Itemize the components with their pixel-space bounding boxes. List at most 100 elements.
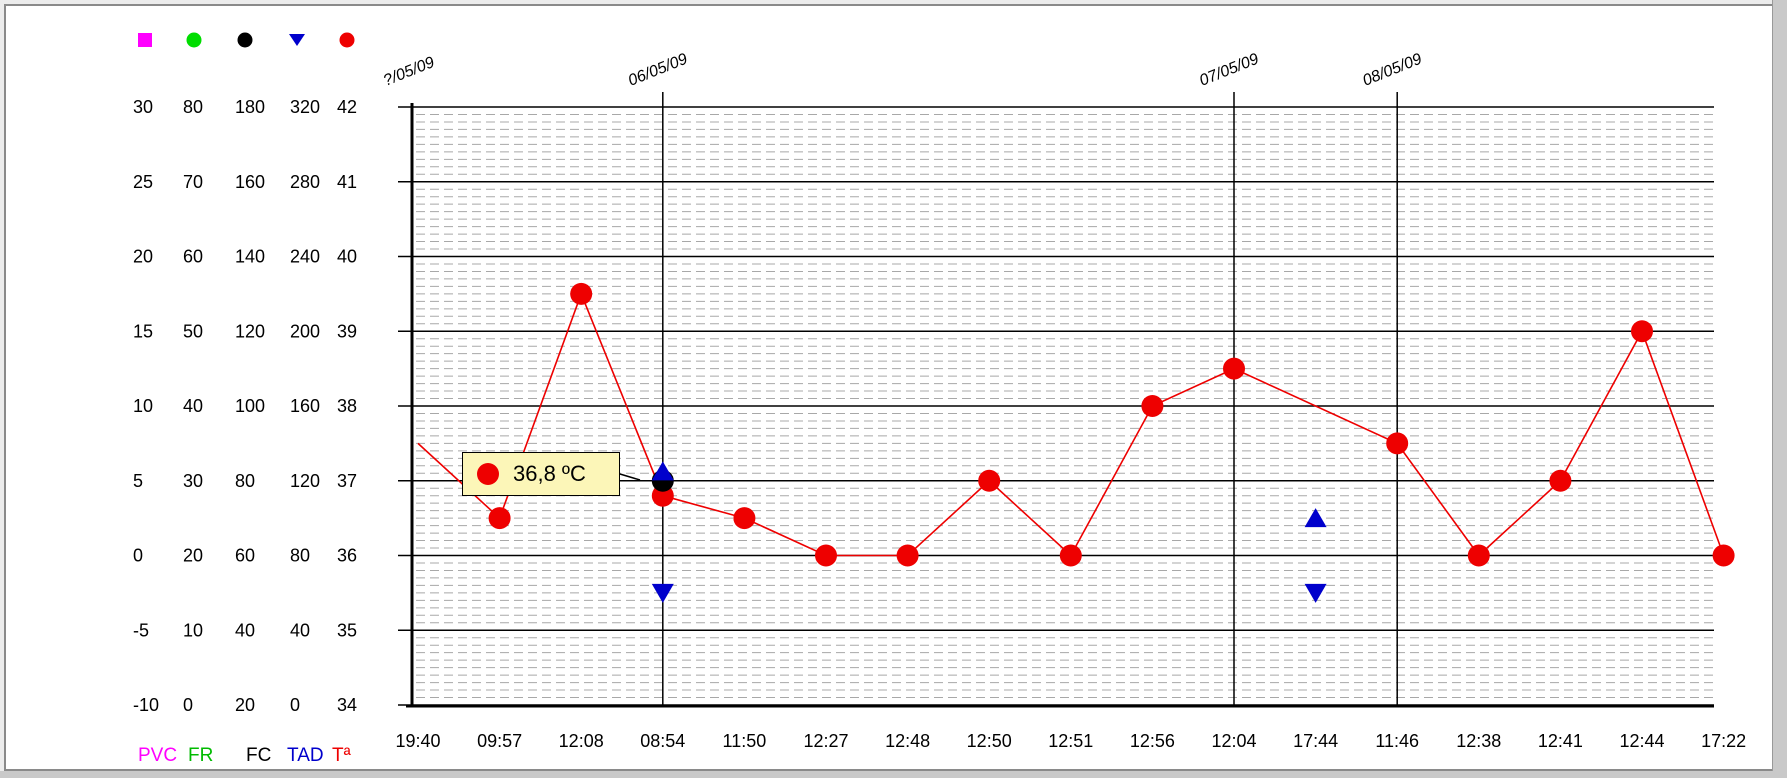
temperature-point	[1059, 544, 1082, 567]
temperature-point	[1386, 432, 1409, 455]
y-tick-label-tad: 0	[290, 695, 300, 715]
y-tick-label-fc: 40	[235, 620, 255, 640]
temperature-point	[733, 507, 756, 530]
temperature-point	[978, 469, 1001, 492]
y-tick-label-fr: 60	[183, 247, 203, 267]
y-tick-label-fr: 20	[183, 546, 203, 566]
y-tick-label-fc: 160	[235, 172, 265, 192]
temperature-point	[570, 282, 593, 305]
y-tick-label-tad: 240	[290, 247, 320, 267]
y-tick-label-ta: 39	[337, 321, 357, 341]
y-tick-label-ta: 38	[337, 396, 357, 416]
y-tick-label-pvc: 20	[133, 247, 153, 267]
y-tick-label-tad: 200	[290, 321, 320, 341]
legend-circle-icon	[237, 32, 253, 48]
y-tick-label-tad: 320	[290, 97, 320, 117]
y-tick-label-fc: 80	[235, 471, 255, 491]
legend-circle-icon	[339, 32, 355, 48]
y-tick-label-tad: 120	[290, 471, 320, 491]
x-tick-label: 11:46	[1375, 731, 1419, 751]
y-tick-label-pvc: -10	[133, 695, 159, 715]
legend-name-fr: FR	[188, 745, 213, 766]
y-tick-label-tad: 280	[290, 172, 320, 192]
x-tick-label: 12:38	[1456, 731, 1501, 751]
legend-name-tad: TAD	[287, 745, 324, 766]
x-tick-label: 12:48	[885, 731, 930, 751]
y-tick-label-pvc: 5	[133, 471, 143, 491]
x-tick-label: 12:56	[1130, 731, 1175, 751]
y-tick-label-tad: 40	[290, 620, 310, 640]
date-marker-label: 06/05/09	[626, 51, 690, 90]
x-tick-label: 11:50	[723, 731, 767, 751]
date-marker-label: ?/05/09	[381, 54, 437, 90]
y-tick-label-pvc: 30	[133, 97, 153, 117]
legend-name-pvc: PVC	[138, 745, 177, 766]
y-tick-label-pvc: 25	[133, 172, 153, 192]
temperature-point	[1467, 544, 1490, 567]
temperature-point	[896, 544, 919, 567]
temperature-point	[488, 507, 511, 530]
y-tick-label-fr: 40	[183, 396, 203, 416]
window-frame-bottom	[0, 771, 1787, 778]
x-tick-label: 17:44	[1293, 731, 1338, 751]
systolic-marker	[651, 461, 674, 481]
y-tick-label-ta: 41	[337, 172, 357, 192]
y-tick-label-fc: 100	[235, 396, 265, 416]
y-tick-label-ta: 40	[337, 247, 357, 267]
value-tooltip: 36,8 ºC	[462, 452, 620, 496]
y-tick-label-tad: 80	[290, 546, 310, 566]
y-tick-label-fr: 50	[183, 321, 203, 341]
temperature-point	[1712, 544, 1735, 567]
temperature-point	[1631, 320, 1653, 343]
y-tick-label-ta: 35	[337, 620, 357, 640]
y-tick-label-fc: 20	[235, 695, 255, 715]
y-tick-label-pvc: -5	[133, 620, 149, 640]
temperature-point	[1549, 469, 1572, 492]
x-tick-label: 08:54	[640, 731, 685, 751]
x-tick-label: 12:51	[1048, 731, 1093, 751]
legend-circle-icon	[186, 32, 202, 48]
x-tick-label: 12:50	[967, 731, 1012, 751]
y-tick-label-fc: 140	[235, 247, 265, 267]
x-tick-label: 17:22	[1701, 731, 1746, 751]
y-tick-label-fc: 180	[235, 97, 265, 117]
x-tick-label: 12:41	[1538, 731, 1583, 751]
x-tick-label: 12:44	[1619, 731, 1664, 751]
systolic-marker	[1304, 508, 1327, 528]
temperature-line	[417, 291, 1725, 557]
y-tick-label-ta: 37	[337, 471, 357, 491]
y-tick-label-pvc: 0	[133, 546, 143, 566]
legend-name-fc: FC	[246, 745, 271, 766]
date-marker-label: 08/05/09	[1360, 51, 1424, 90]
diastolic-marker	[1304, 583, 1327, 603]
y-tick-label-ta: 42	[337, 97, 357, 117]
y-tick-label-ta: 34	[337, 695, 357, 715]
y-tick-label-fr: 10	[183, 620, 203, 640]
y-tick-label-fr: 30	[183, 471, 203, 491]
y-tick-label-ta: 36	[337, 546, 357, 566]
y-tick-label-fc: 60	[235, 546, 255, 566]
x-tick-label: 09:57	[477, 731, 522, 751]
y-tick-label-fr: 80	[183, 97, 203, 117]
legend-triangle-icon	[289, 34, 305, 46]
date-marker-label: 07/05/09	[1197, 51, 1261, 90]
x-tick-label: 12:27	[803, 731, 848, 751]
temperature-point	[815, 544, 837, 567]
y-tick-label-pvc: 15	[133, 321, 153, 341]
y-tick-label-fr: 0	[183, 695, 193, 715]
temperature-point	[1141, 395, 1164, 417]
y-tick-label-tad: 160	[290, 396, 320, 416]
tooltip-connector	[619, 473, 641, 481]
y-tick-label-fr: 70	[183, 172, 203, 192]
temperature-point	[1223, 357, 1245, 380]
y-tick-label-pvc: 10	[133, 396, 153, 416]
legend-name-ta: Tª	[332, 745, 352, 766]
legend-square-icon	[138, 33, 152, 47]
x-tick-label: 12:04	[1211, 731, 1256, 751]
y-tick-label-fc: 120	[235, 321, 265, 341]
x-tick-label: 19:40	[395, 731, 440, 751]
tooltip-marker-icon	[477, 463, 499, 485]
window-frame-right	[1772, 0, 1787, 778]
x-tick-label: 12:08	[559, 731, 604, 751]
